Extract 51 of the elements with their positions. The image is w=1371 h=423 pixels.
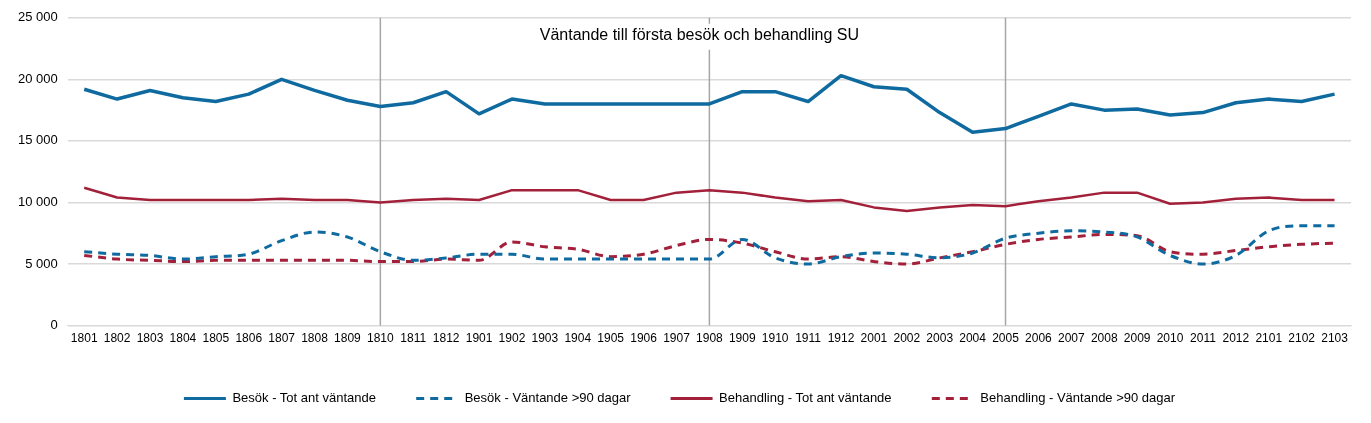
x-tick-label: 1908 bbox=[696, 331, 724, 346]
x-tick-label: 1801 bbox=[70, 331, 98, 346]
x-tick-label: 1802 bbox=[103, 331, 131, 346]
y-tick-label: 10 000 bbox=[18, 194, 58, 210]
y-tick-label: 0 bbox=[50, 317, 58, 333]
x-tick-label: 1907 bbox=[663, 331, 691, 346]
x-tick-label: 1811 bbox=[400, 331, 427, 346]
x-tick-label: 1910 bbox=[761, 331, 789, 346]
x-tick-label: 1901 bbox=[465, 331, 493, 346]
x-tick-label: 1803 bbox=[136, 331, 164, 346]
x-tick-label: 2101 bbox=[1255, 331, 1283, 346]
x-tick-label: 1808 bbox=[301, 331, 329, 346]
x-tick-label: 1805 bbox=[202, 331, 230, 346]
legend-label: Besök - Tot ant väntande bbox=[232, 390, 376, 406]
x-tick-label: 2011 bbox=[1190, 331, 1217, 346]
x-tick-label: 2008 bbox=[1090, 331, 1118, 346]
x-tick-label: 2005 bbox=[992, 331, 1020, 346]
x-tick-label: 1909 bbox=[728, 331, 756, 346]
y-tick-label: 25 000 bbox=[18, 9, 58, 25]
x-tick-label: 1905 bbox=[597, 331, 625, 346]
x-tick-label: 1903 bbox=[531, 331, 559, 346]
x-tick-label: 2007 bbox=[1057, 331, 1085, 346]
x-tick-label: 1911 bbox=[795, 331, 822, 346]
x-tick-label: 1806 bbox=[235, 331, 263, 346]
y-tick-label: 15 000 bbox=[18, 132, 58, 148]
legend-label: Behandling - Väntande >90 dagar bbox=[980, 390, 1176, 406]
x-tick-label: 2103 bbox=[1321, 331, 1349, 346]
x-tick-label: 2006 bbox=[1025, 331, 1053, 346]
legend-label: Besök - Väntande >90 dagar bbox=[464, 390, 632, 406]
x-tick-label: 2002 bbox=[893, 331, 921, 346]
x-tick-label: 1812 bbox=[432, 331, 460, 346]
x-tick-label: 1902 bbox=[498, 331, 526, 346]
x-tick-label: 1809 bbox=[334, 331, 362, 346]
x-tick-label: 1912 bbox=[827, 331, 855, 346]
x-tick-label: 1906 bbox=[630, 331, 658, 346]
y-tick-label: 5 000 bbox=[25, 255, 58, 271]
x-tick-label: 2003 bbox=[926, 331, 954, 346]
x-tick-label: 2010 bbox=[1156, 331, 1184, 346]
x-tick-label: 1810 bbox=[366, 331, 395, 346]
legend-label: Behandling - Tot ant väntande bbox=[719, 390, 892, 406]
x-tick-label: 1807 bbox=[268, 331, 296, 346]
x-tick-label: 1904 bbox=[564, 331, 592, 346]
y-tick-label: 20 000 bbox=[18, 70, 58, 86]
text: Väntande till första besök och behandling SU bbox=[539, 26, 860, 44]
x-tick-label: 2004 bbox=[959, 331, 987, 346]
x-tick-label: 2009 bbox=[1123, 331, 1151, 346]
x-tick-label: 2102 bbox=[1288, 331, 1316, 346]
x-tick-label: 2012 bbox=[1222, 331, 1250, 346]
line-series bbox=[82, 224, 1337, 266]
x-tick-label: 1804 bbox=[169, 331, 197, 346]
x-tick-label: 2001 bbox=[860, 331, 888, 346]
